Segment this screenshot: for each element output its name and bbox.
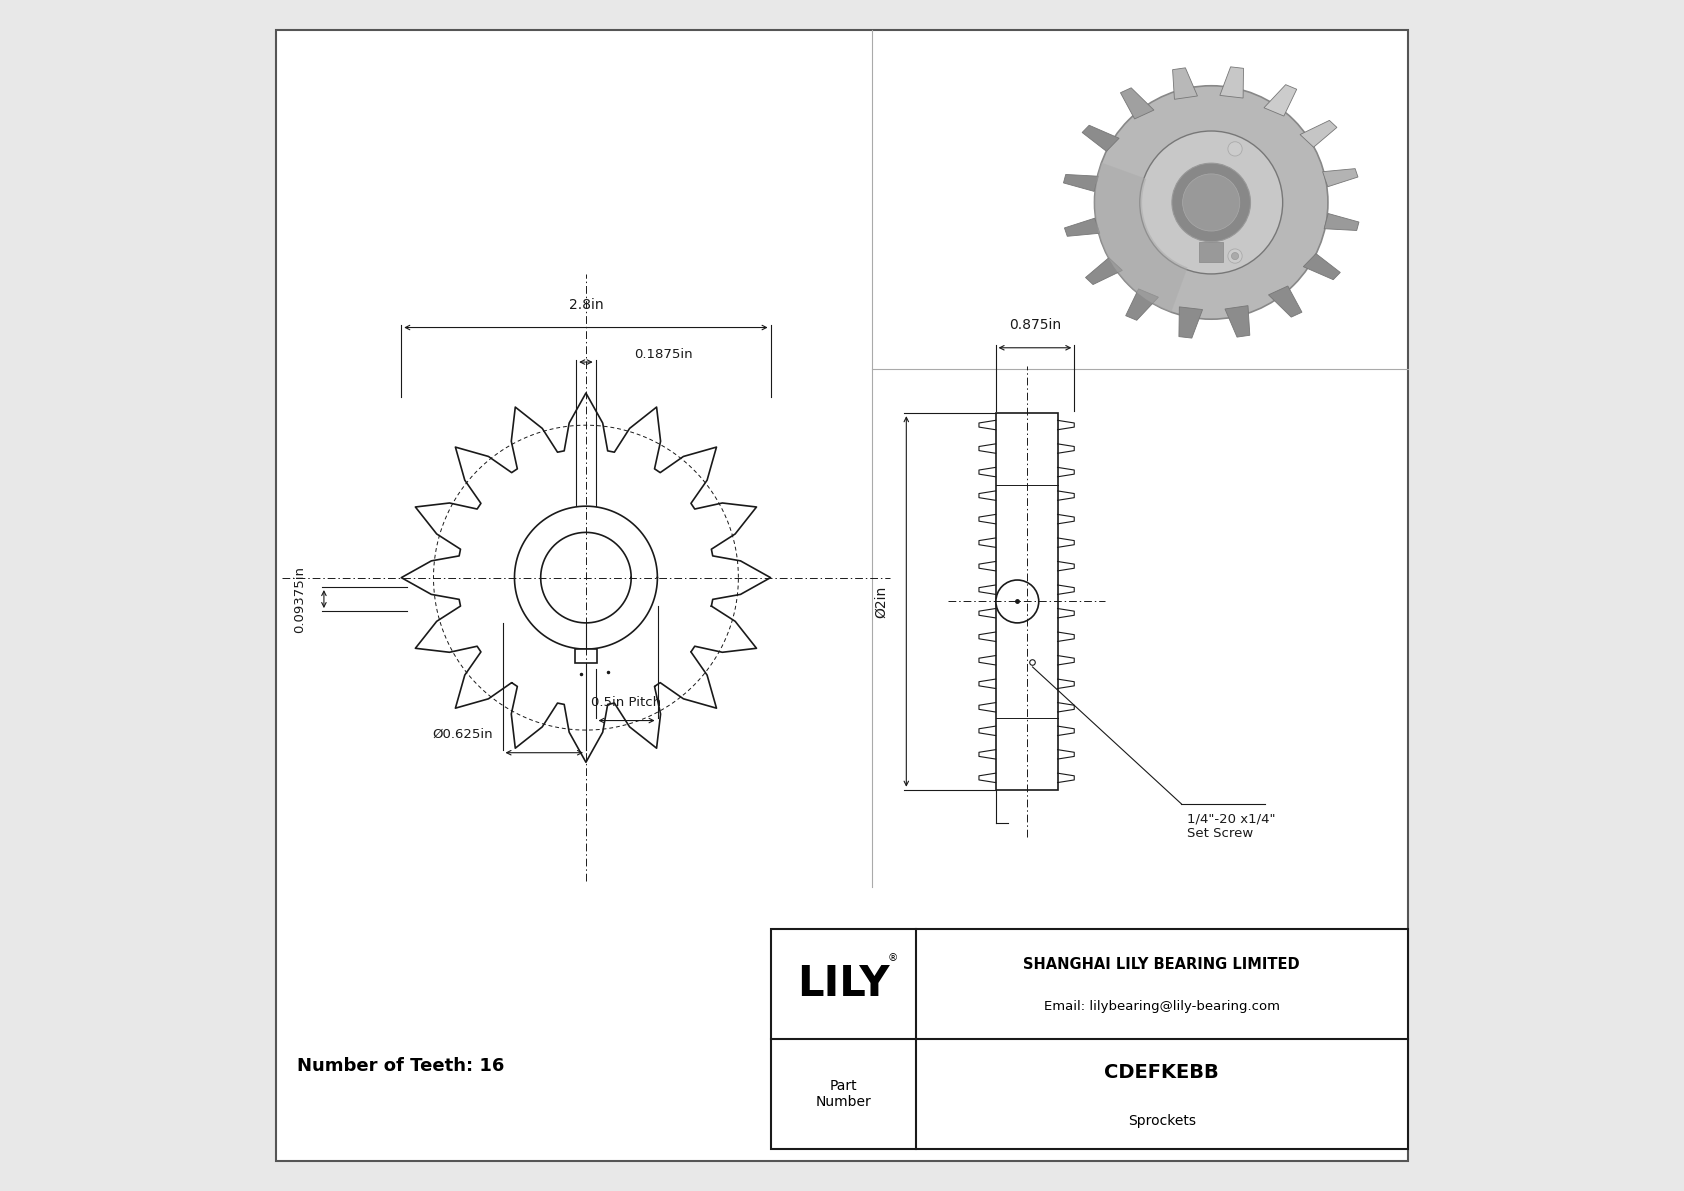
- Text: Sprockets: Sprockets: [1128, 1114, 1196, 1128]
- Circle shape: [1182, 174, 1239, 231]
- Bar: [576, 649, 596, 663]
- Circle shape: [1231, 252, 1239, 260]
- Polygon shape: [1199, 242, 1223, 262]
- Polygon shape: [1303, 254, 1340, 280]
- Bar: [995, 413, 1058, 790]
- Text: ®: ®: [887, 953, 898, 964]
- Polygon shape: [1120, 88, 1154, 119]
- Text: 0.1875in: 0.1875in: [633, 349, 692, 361]
- Polygon shape: [1265, 85, 1297, 116]
- Text: 1/4"-20 x1/4"
Set Screw: 1/4"-20 x1/4" Set Screw: [1187, 812, 1276, 841]
- Polygon shape: [1224, 306, 1250, 337]
- Text: Ø2in: Ø2in: [874, 585, 889, 618]
- Polygon shape: [1219, 67, 1243, 98]
- Polygon shape: [1324, 213, 1359, 231]
- Text: 0.5in Pitch: 0.5in Pitch: [591, 696, 662, 709]
- Text: Email: lilybearing@lily-bearing.com: Email: lilybearing@lily-bearing.com: [1044, 999, 1280, 1012]
- Polygon shape: [1125, 289, 1159, 320]
- Polygon shape: [1179, 307, 1202, 338]
- Polygon shape: [401, 393, 771, 762]
- Polygon shape: [1172, 68, 1197, 99]
- Circle shape: [1172, 163, 1251, 242]
- Polygon shape: [1083, 125, 1120, 151]
- Polygon shape: [1268, 286, 1302, 317]
- Wedge shape: [1095, 162, 1187, 312]
- Text: Number of Teeth: 16: Number of Teeth: 16: [296, 1056, 504, 1075]
- Text: 0.09375in: 0.09375in: [293, 566, 306, 632]
- Text: 2.8in: 2.8in: [569, 298, 603, 312]
- Circle shape: [1140, 131, 1283, 274]
- Circle shape: [995, 580, 1039, 623]
- Text: Ø0.625in: Ø0.625in: [433, 728, 493, 741]
- Text: SHANGHAI LILY BEARING LIMITED: SHANGHAI LILY BEARING LIMITED: [1024, 956, 1300, 972]
- Polygon shape: [1086, 257, 1122, 285]
- Polygon shape: [1300, 120, 1337, 148]
- Polygon shape: [1064, 218, 1100, 236]
- Bar: [771, 929, 1408, 1149]
- Wedge shape: [1263, 101, 1329, 304]
- Text: 0.875in: 0.875in: [1009, 318, 1061, 332]
- Polygon shape: [1064, 174, 1098, 192]
- Circle shape: [1228, 249, 1243, 263]
- Text: CDEFKEBB: CDEFKEBB: [1105, 1062, 1219, 1081]
- Circle shape: [1228, 142, 1243, 156]
- Circle shape: [1095, 86, 1329, 319]
- Text: LILY: LILY: [797, 964, 889, 1005]
- Polygon shape: [1322, 169, 1357, 187]
- Text: Part
Number: Part Number: [815, 1079, 871, 1109]
